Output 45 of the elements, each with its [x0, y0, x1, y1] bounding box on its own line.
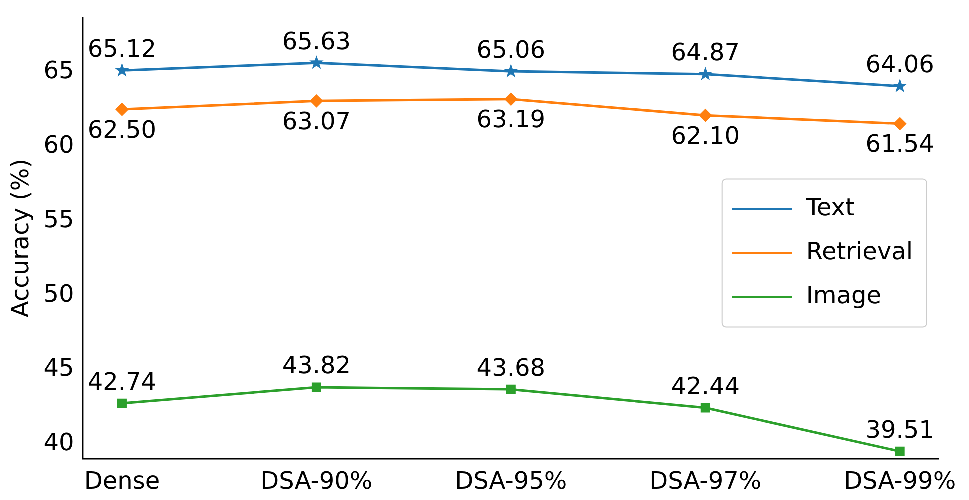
- point: [895, 446, 905, 456]
- legend-label: Text: [805, 194, 855, 222]
- point: [699, 109, 712, 122]
- point: [700, 403, 710, 413]
- point: [312, 382, 322, 392]
- x-tick-label: DSA-99%: [844, 466, 956, 495]
- data-label: 65.12: [88, 34, 157, 63]
- data-label: 42.44: [671, 372, 740, 400]
- point: [310, 56, 324, 70]
- point: [116, 103, 129, 116]
- data-label: 43.68: [476, 354, 546, 382]
- y-tick-label: 45: [44, 354, 74, 382]
- x-tick-label: Dense: [84, 466, 160, 495]
- y-tick-label: 65: [44, 56, 74, 85]
- data-label: 42.74: [88, 368, 157, 396]
- data-label: 65.06: [476, 36, 546, 64]
- point: [698, 66, 713, 80]
- data-label: 65.63: [282, 27, 352, 56]
- point: [504, 64, 518, 78]
- data-label: 61.54: [866, 130, 934, 158]
- data-label: 64.06: [866, 50, 934, 79]
- data-label: 63.19: [476, 106, 546, 134]
- point: [117, 398, 127, 408]
- data-label: 62.10: [671, 122, 740, 150]
- x-tick-label: DSA-97%: [650, 466, 762, 495]
- point: [504, 92, 518, 106]
- data-label: 43.82: [282, 352, 352, 380]
- legend-label: Image: [806, 282, 882, 310]
- y-tick-label: 60: [44, 131, 74, 160]
- point: [310, 94, 324, 108]
- y-tick-label: 55: [44, 205, 74, 234]
- data-label: 64.87: [671, 38, 740, 67]
- point: [894, 117, 907, 130]
- y-tick-label: 40: [44, 428, 74, 457]
- x-tick-label: DSA-95%: [455, 466, 568, 495]
- data-label: 63.07: [282, 107, 352, 136]
- legend-label: Retrieval: [806, 238, 914, 266]
- point: [892, 78, 908, 92]
- x-tick-label: DSA-90%: [260, 466, 373, 495]
- data-label: 39.51: [866, 416, 934, 444]
- data-label: 62.50: [88, 116, 157, 144]
- y-axis-title: Accuracy (%): [6, 158, 35, 318]
- point: [115, 63, 130, 77]
- y-tick-label: 50: [44, 280, 74, 308]
- point: [506, 384, 516, 394]
